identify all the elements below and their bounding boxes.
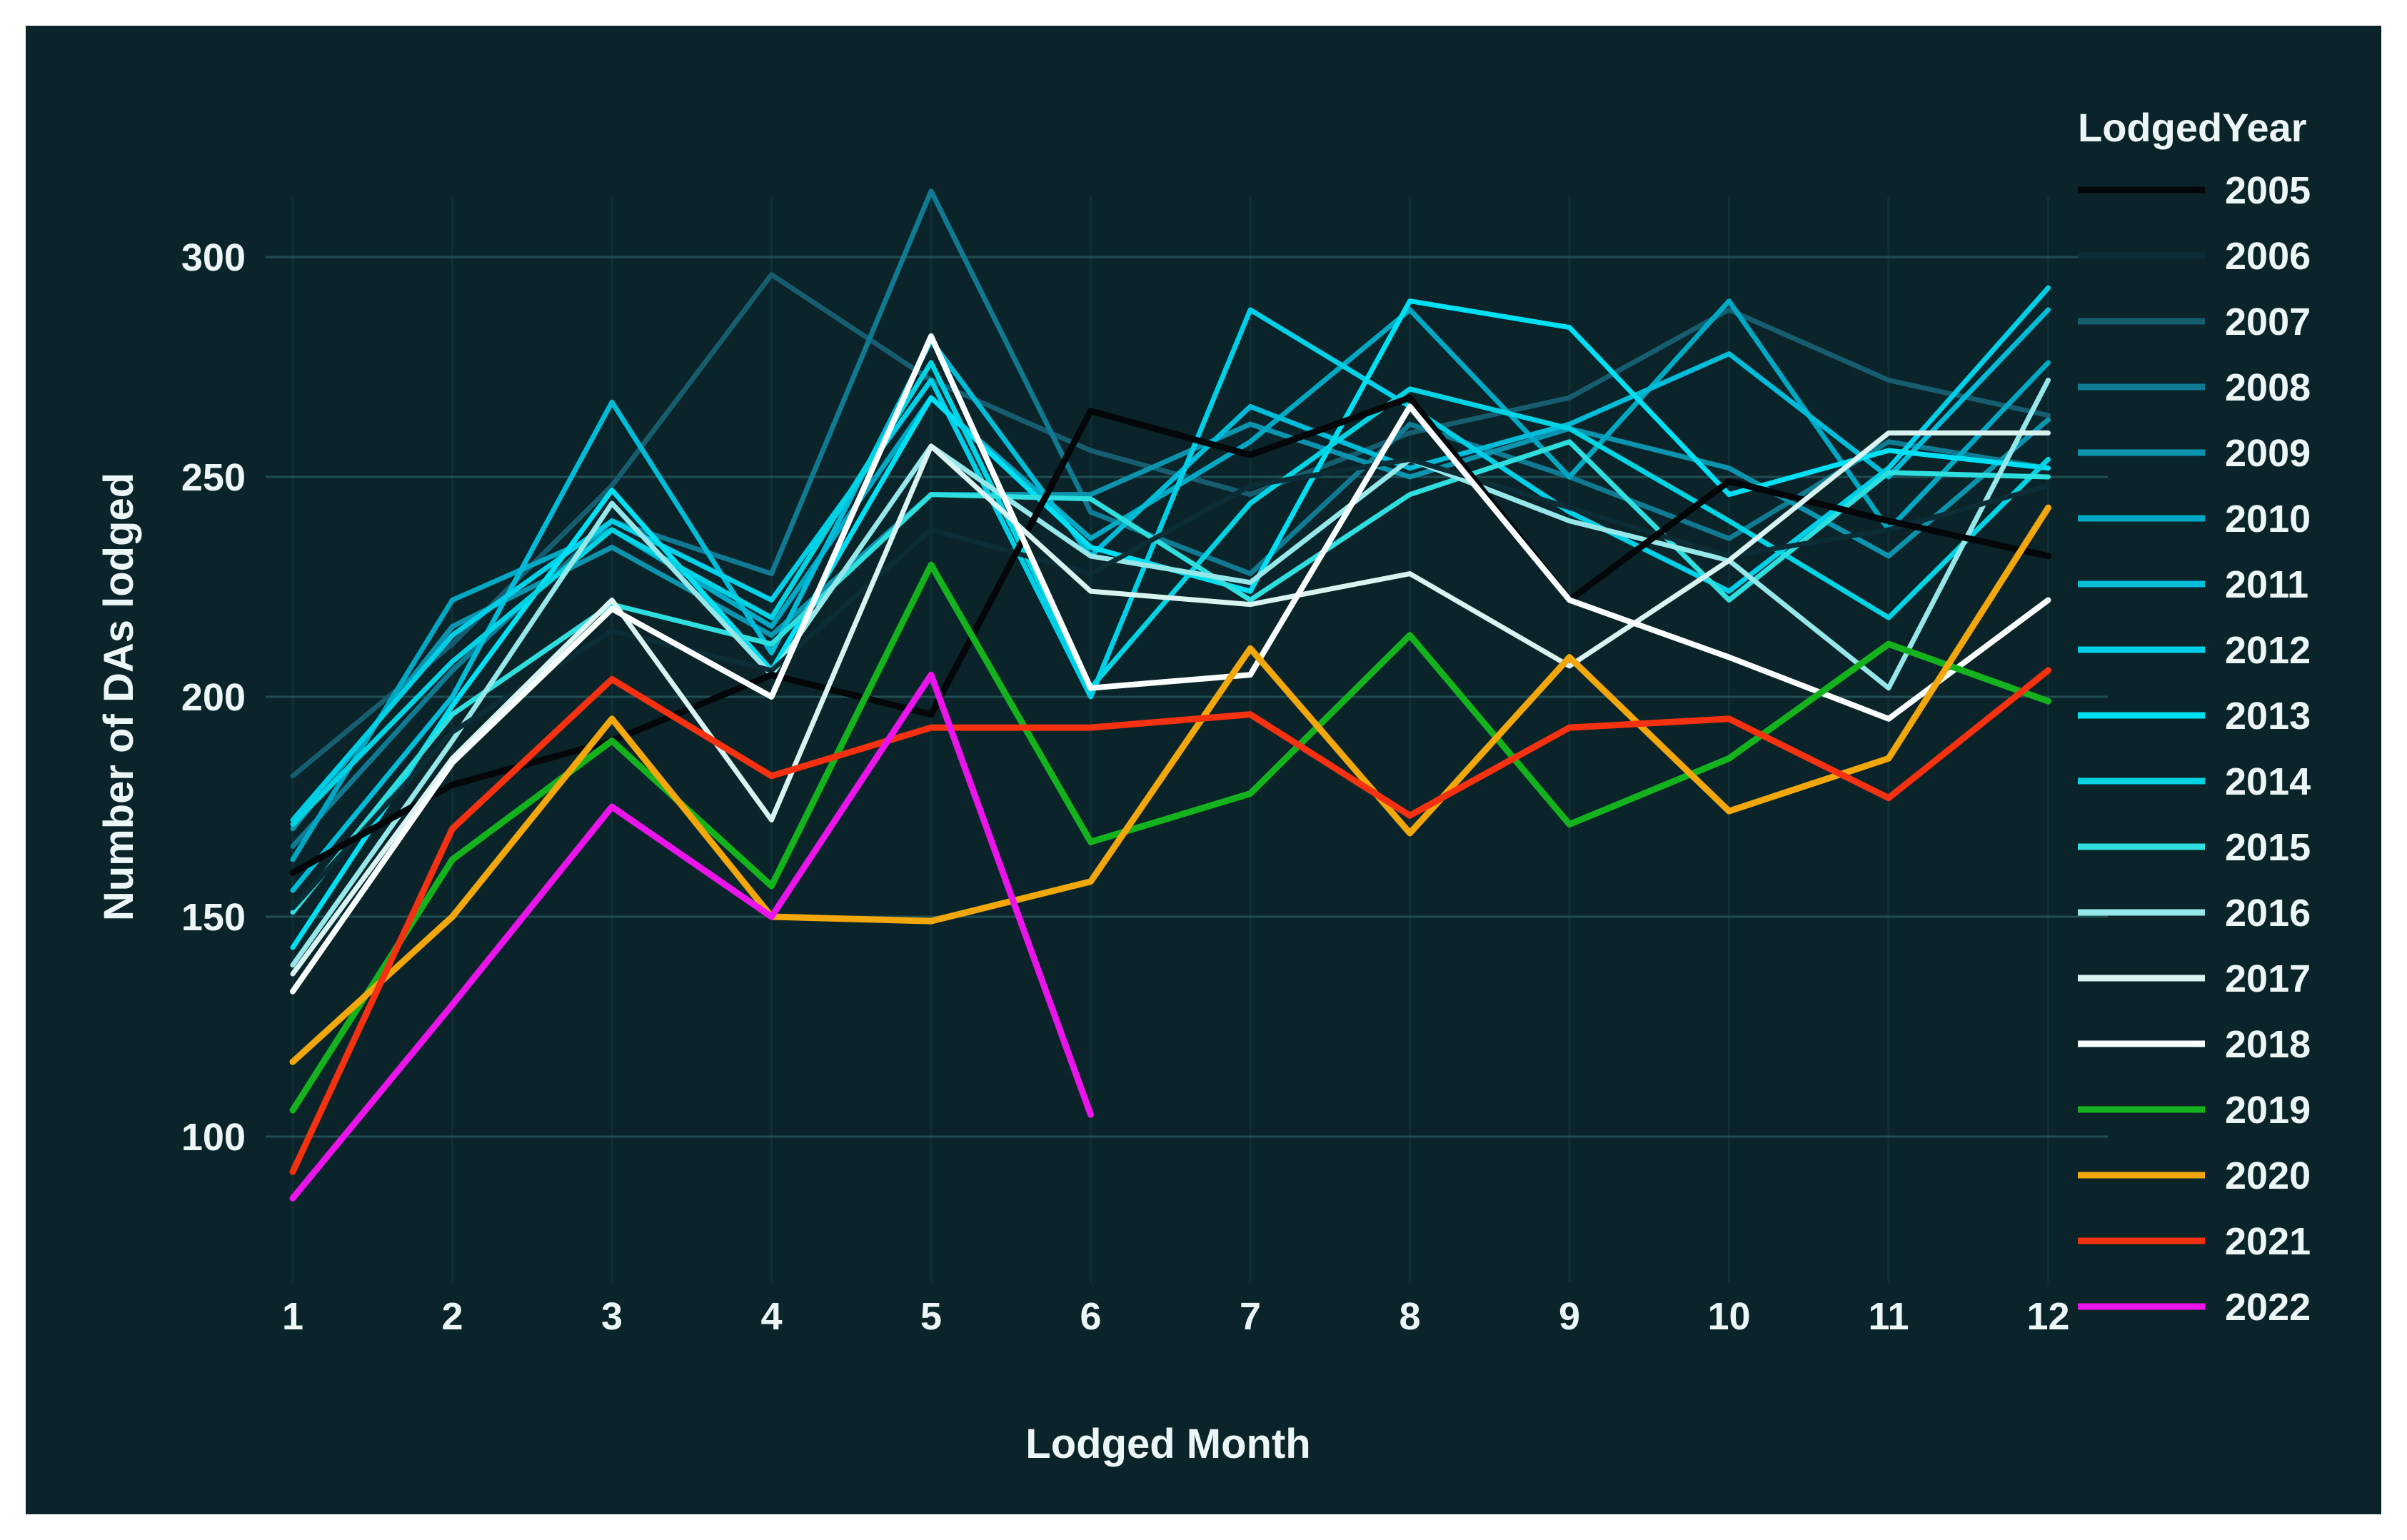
x-tick-label: 9: [1559, 1295, 1580, 1338]
legend-item-2009[interactable]: 2009: [2078, 432, 2311, 475]
chart-panel: 100 150 200 250 300 1 2 3 4 5 6 7 8 9 10 11 12 Number of…: [26, 26, 2381, 1514]
series-line-2010: [290, 298, 2051, 862]
series-line-2016: [290, 377, 2051, 968]
x-tick-label: 1: [282, 1295, 303, 1338]
legend-label-2011: 2011: [2225, 563, 2308, 606]
legend-item-2007[interactable]: 2007: [2078, 301, 2311, 343]
legend-item-2018[interactable]: 2018: [2078, 1023, 2311, 1066]
y-tick-label: 300: [181, 236, 246, 279]
legend-item-2011[interactable]: 2011: [2078, 563, 2308, 606]
legend-item-2013[interactable]: 2013: [2078, 695, 2311, 738]
series-line-2020: [289, 504, 2051, 1065]
legend-item-2012[interactable]: 2012: [2078, 629, 2311, 672]
x-tick-label: 8: [1399, 1295, 1420, 1338]
series-line-2019: [289, 561, 2051, 1114]
x-tick-label: 7: [1240, 1295, 1261, 1338]
legend-item-2014[interactable]: 2014: [2078, 760, 2311, 803]
legend-label-2022: 2022: [2225, 1286, 2311, 1329]
x-tick-label: 3: [601, 1295, 623, 1338]
series-line-2006: [290, 456, 2051, 911]
legend-item-2006[interactable]: 2006: [2078, 235, 2311, 278]
x-tick-label: 2: [441, 1295, 463, 1338]
x-tick-label: 11: [1868, 1295, 1909, 1338]
x-tick-label: 5: [920, 1295, 942, 1338]
x-axis-title: Lodged Month: [1025, 1421, 1310, 1467]
legend-label-2008: 2008: [2225, 366, 2311, 409]
legend-item-2022[interactable]: 2022: [2078, 1286, 2311, 1329]
y-tick-label: 250: [181, 456, 246, 499]
y-tick-label: 100: [181, 1116, 246, 1159]
legend-item-2010[interactable]: 2010: [2078, 498, 2311, 540]
series-line-2021: [289, 667, 2051, 1175]
series-line-2007: [290, 272, 2051, 779]
legend-label-2005: 2005: [2225, 169, 2311, 212]
legend-label-2019: 2019: [2225, 1089, 2311, 1132]
legend-item-2019[interactable]: 2019: [2078, 1089, 2311, 1132]
legend-label-2012: 2012: [2225, 629, 2311, 672]
legend-item-2015[interactable]: 2015: [2078, 826, 2311, 869]
legend-label-2009: 2009: [2225, 432, 2311, 475]
legend-item-2020[interactable]: 2020: [2078, 1154, 2311, 1197]
x-tick-label: 6: [1080, 1295, 1101, 1338]
series-line-2011: [290, 307, 2051, 893]
legend-item-2008[interactable]: 2008: [2078, 366, 2311, 409]
legend-item-2016[interactable]: 2016: [2078, 892, 2311, 935]
series-line-2017: [290, 430, 2051, 977]
legend-label-2015: 2015: [2225, 826, 2311, 869]
series-line-2009: [290, 417, 2051, 832]
legend-label-2016: 2016: [2225, 892, 2311, 935]
legend-label-2018: 2018: [2225, 1023, 2311, 1066]
legend-label-2006: 2006: [2225, 235, 2311, 278]
legend-label-2014: 2014: [2225, 760, 2311, 803]
legend-label-2010: 2010: [2225, 498, 2311, 540]
x-tick-label: 4: [760, 1295, 782, 1338]
y-tick-label: 200: [181, 676, 246, 719]
legend-label-2017: 2017: [2225, 957, 2311, 1000]
series-line-2022: [289, 671, 1094, 1202]
legend-label-2013: 2013: [2225, 695, 2311, 738]
x-tick-label: 12: [2026, 1295, 2069, 1338]
legend-item-2017[interactable]: 2017: [2078, 957, 2311, 1000]
x-tick-label: 10: [1707, 1295, 1750, 1338]
series-layer: [289, 188, 2051, 1202]
legend-label-2007: 2007: [2225, 301, 2311, 343]
legend-item-2005[interactable]: 2005: [2078, 169, 2311, 212]
legend-item-2021[interactable]: 2021: [2078, 1220, 2311, 1263]
y-axis-title: Number of DAs lodged: [96, 473, 142, 921]
series-line-2005: [289, 394, 2051, 876]
y-tick-label: 150: [181, 896, 246, 939]
legend-label-2021: 2021: [2225, 1220, 2311, 1263]
legend-title: LodgedYear: [2078, 105, 2307, 150]
legend: 2005 2006 2007 2008 2009 2010 2011 2012 2013 2014…: [2078, 169, 2311, 1329]
legend-label-2020: 2020: [2225, 1154, 2311, 1197]
series-line-2018: [290, 333, 2051, 995]
